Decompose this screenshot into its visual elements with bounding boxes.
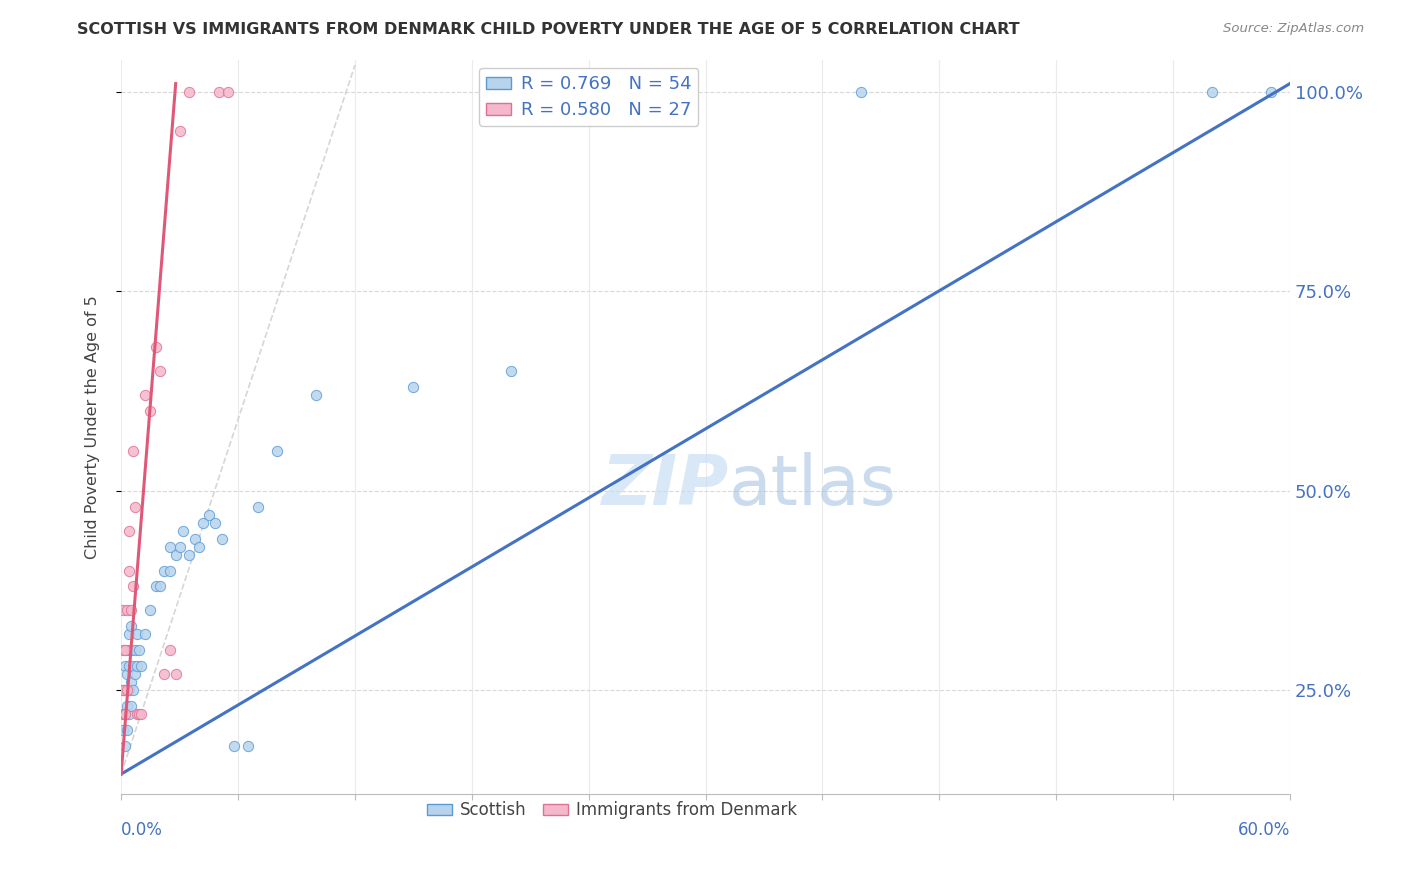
Point	[153, 667, 176, 681]
Point	[169, 540, 191, 554]
Point	[124, 667, 146, 681]
Point	[125, 659, 148, 673]
Point	[118, 564, 141, 578]
Point	[236, 739, 259, 753]
Point	[124, 500, 146, 514]
Point	[120, 675, 142, 690]
Point	[149, 579, 172, 593]
Point	[402, 380, 425, 394]
Point	[184, 532, 207, 546]
Point	[145, 579, 167, 593]
Point	[118, 707, 141, 722]
Point	[112, 683, 135, 698]
Point	[114, 643, 136, 657]
Point	[159, 564, 181, 578]
Point	[1201, 85, 1223, 99]
Point	[198, 508, 221, 522]
Point	[153, 564, 176, 578]
Point	[115, 699, 138, 714]
Point	[114, 659, 136, 673]
Point	[112, 643, 135, 657]
Text: ZIP: ZIP	[602, 452, 728, 519]
Text: atlas: atlas	[728, 452, 897, 519]
Point	[159, 643, 181, 657]
Point	[112, 603, 135, 617]
Text: SCOTTISH VS IMMIGRANTS FROM DENMARK CHILD POVERTY UNDER THE AGE OF 5 CORRELATION: SCOTTISH VS IMMIGRANTS FROM DENMARK CHIL…	[77, 22, 1019, 37]
Point	[112, 683, 135, 698]
Text: 0.0%: 0.0%	[121, 821, 163, 838]
Point	[118, 683, 141, 698]
Point	[305, 388, 328, 402]
Y-axis label: Child Poverty Under the Age of 5: Child Poverty Under the Age of 5	[86, 295, 100, 558]
Point	[115, 723, 138, 738]
Point	[139, 404, 162, 418]
Point	[128, 707, 150, 722]
Point	[188, 540, 211, 554]
Point	[499, 364, 522, 378]
Point	[112, 723, 135, 738]
Point	[1260, 85, 1282, 99]
Legend: Scottish, Immigrants from Denmark: Scottish, Immigrants from Denmark	[420, 795, 804, 826]
Point	[129, 659, 152, 673]
Point	[120, 643, 142, 657]
Point	[121, 659, 143, 673]
Point	[118, 524, 141, 538]
Point	[217, 85, 239, 99]
Point	[128, 643, 150, 657]
Point	[246, 500, 269, 514]
Point	[165, 667, 187, 681]
Point	[266, 443, 288, 458]
Point	[120, 699, 142, 714]
Point	[165, 548, 187, 562]
Point	[134, 627, 156, 641]
Point	[139, 603, 162, 617]
Point	[120, 603, 142, 617]
Point	[125, 707, 148, 722]
Point	[207, 85, 229, 99]
Point	[125, 627, 148, 641]
Point	[145, 340, 167, 354]
Point	[121, 443, 143, 458]
Point	[115, 667, 138, 681]
Point	[114, 707, 136, 722]
Point	[118, 627, 141, 641]
Point	[169, 124, 191, 138]
Point	[211, 532, 233, 546]
Point	[124, 643, 146, 657]
Point	[115, 683, 138, 698]
Point	[191, 516, 214, 530]
Point	[134, 388, 156, 402]
Point	[149, 364, 172, 378]
Point	[118, 659, 141, 673]
Text: Source: ZipAtlas.com: Source: ZipAtlas.com	[1223, 22, 1364, 36]
Point	[224, 739, 246, 753]
Point	[159, 540, 181, 554]
Point	[179, 85, 201, 99]
Point	[112, 707, 135, 722]
Point	[114, 707, 136, 722]
Point	[179, 548, 201, 562]
Point	[121, 579, 143, 593]
Point	[851, 85, 873, 99]
Point	[114, 739, 136, 753]
Point	[172, 524, 194, 538]
Point	[129, 707, 152, 722]
Point	[115, 643, 138, 657]
Point	[114, 683, 136, 698]
Point	[121, 683, 143, 698]
Point	[115, 603, 138, 617]
Point	[204, 516, 226, 530]
Point	[120, 619, 142, 633]
Text: 60.0%: 60.0%	[1237, 821, 1291, 838]
